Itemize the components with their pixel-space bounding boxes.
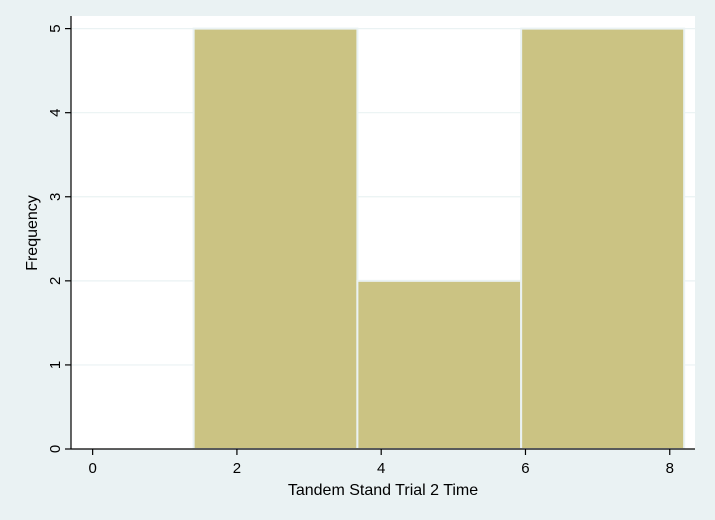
histogram-bar (192, 27, 359, 450)
x-tick-label: 8 (666, 460, 674, 477)
histogram-bar (356, 279, 523, 450)
y-tick-label: 3 (47, 193, 64, 201)
x-tick-label: 0 (88, 460, 96, 477)
x-tick-label: 6 (521, 460, 529, 477)
x-tick-label: 4 (377, 460, 385, 477)
histogram-bars (192, 27, 686, 450)
tick-labels: 0 1 2 3 4 5 0 2 4 6 8 (47, 24, 674, 477)
histogram-bar (520, 27, 686, 450)
y-tick-label: 2 (47, 277, 64, 285)
y-tick-label: 1 (47, 361, 64, 369)
y-tick-label: 5 (47, 24, 64, 32)
x-axis-title: Tandem Stand Trial 2 Time (288, 482, 478, 499)
y-tick-label: 4 (47, 109, 64, 117)
y-tick-label: 0 (47, 445, 64, 453)
axes (65, 16, 695, 455)
y-axis-title: Frequency (24, 195, 41, 271)
x-tick-label: 2 (233, 460, 241, 477)
